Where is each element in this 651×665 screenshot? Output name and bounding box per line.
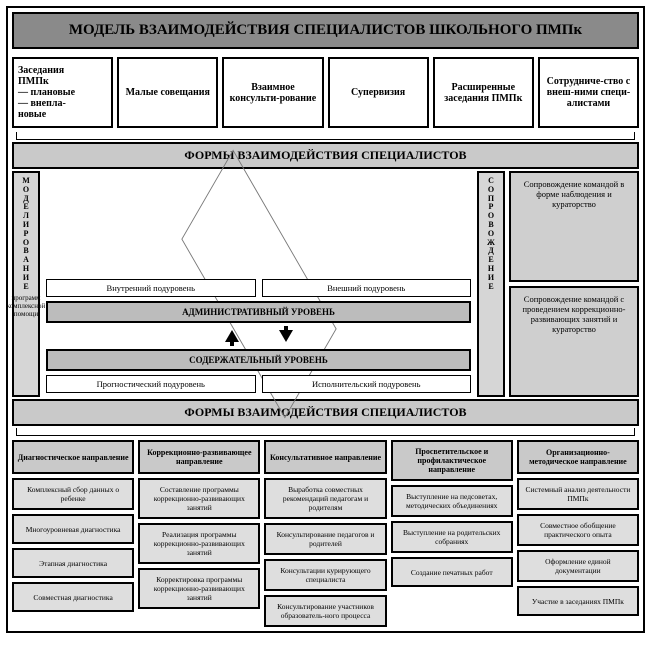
column-2: Консультативное направление Выработка сов…: [264, 440, 386, 627]
connector-bottom: [16, 428, 635, 436]
column-3-item-0: Выступление на педсоветах, методических …: [391, 485, 513, 517]
forms-bar-bottom: ФОРМЫ ВЗАИМОДЕЙСТВИЯ СПЕЦИАЛИСТОВ: [12, 399, 639, 426]
column-4: Организационно-методическое направление С…: [517, 440, 639, 616]
column-head-3: Просветительское и профилактическое напр…: [391, 440, 513, 481]
connector-top: [16, 132, 635, 140]
middle-section: МОДЕЛИРОВАНИЕ программ комплексной помощ…: [8, 171, 643, 397]
sublevel-executive: Исполнительский подуровень: [262, 375, 472, 393]
column-2-item-3: Консультирование участников образователь…: [264, 595, 386, 627]
column-3-item-1: Выступление на родительских собраниях: [391, 521, 513, 553]
top-box-0: Заседания ПМПк — плановые — внепла- новы…: [12, 57, 113, 128]
column-head-2: Консультативное направление: [264, 440, 386, 474]
top-box-1: Малые совещания: [117, 57, 218, 128]
column-2-item-0: Выработка совместных рекомендаций педаго…: [264, 478, 386, 519]
sublevel-prognostic: Прогностический подуровень: [46, 375, 256, 393]
column-4-item-0: Системный анализ деятельности ПМПк: [517, 478, 639, 510]
column-1: Коррекционно-развивающее направление Сост…: [138, 440, 260, 609]
column-4-item-2: Оформление единой документации: [517, 550, 639, 582]
vertical-right: СОПРОВОЖДЕНИЕ: [477, 171, 505, 397]
top-box-3: Супервизия: [328, 57, 429, 128]
column-3-item-2: Создание печатных работ: [391, 557, 513, 587]
sublevel-internal: Внутренний подуровень: [46, 279, 256, 297]
diagram-frame: МОДЕЛЬ ВЗАИМОДЕЙСТВИЯ СПЕЦИАЛИСТОВ ШКОЛЬ…: [6, 6, 645, 633]
column-1-item-2: Корректировка программы коррекционно-раз…: [138, 568, 260, 609]
center-block: Внутренний подуровень Внешний подуровень…: [44, 171, 473, 397]
column-4-item-3: Участие в заседаниях ПМПк: [517, 586, 639, 616]
bottom-columns: Диагностическое направление Комплексный с…: [8, 436, 643, 631]
column-0: Диагностическое направление Комплексный с…: [12, 440, 134, 612]
column-0-item-3: Совместная диагностика: [12, 582, 134, 612]
arrow-up-icon: [225, 330, 239, 342]
level-content: СОДЕРЖАТЕЛЬНЫЙ УРОВЕНЬ: [46, 349, 471, 371]
column-head-4: Организационно-методическое направление: [517, 440, 639, 474]
top-box-2: Взаимное консульти-рование: [222, 57, 323, 128]
column-0-item-1: Многоуровневая диагностика: [12, 514, 134, 544]
forms-bar-top: ФОРМЫ ВЗАИМОДЕЙСТВИЯ СПЕЦИАЛИСТОВ: [12, 142, 639, 169]
vertical-left-caption: программ комплексной помощи: [7, 295, 46, 318]
column-4-item-1: Совместное обобщение практического опыта: [517, 514, 639, 546]
column-3: Просветительское и профилактическое напр…: [391, 440, 513, 587]
column-2-item-1: Консультирование педагогов и родителей: [264, 523, 386, 555]
column-0-item-2: Этапная диагностика: [12, 548, 134, 578]
column-2-item-2: Консультации курирующего специалиста: [264, 559, 386, 591]
top-box-5: Сотрудниче-ство с внеш-ними специ-алиста…: [538, 57, 639, 128]
right-column: Сопровождение командой в форме наблюдени…: [509, 171, 639, 397]
top-row: Заседания ПМПк — плановые — внепла- новы…: [8, 53, 643, 132]
column-1-item-1: Реализация программы коррекционно-развив…: [138, 523, 260, 564]
top-box-4: Расширенные заседания ПМПк: [433, 57, 534, 128]
diagram-title: МОДЕЛЬ ВЗАИМОДЕЙСТВИЯ СПЕЦИАЛИСТОВ ШКОЛЬ…: [12, 12, 639, 49]
support-box-2: Сопровождение командой с проведением кор…: [509, 286, 639, 397]
support-box-1: Сопровождение командой в форме наблюдени…: [509, 171, 639, 282]
sublevel-external: Внешний подуровень: [262, 279, 472, 297]
column-1-item-0: Составление программы коррекционно-разви…: [138, 478, 260, 519]
arrow-down-icon: [279, 330, 293, 342]
column-head-1: Коррекционно-развивающее направление: [138, 440, 260, 474]
column-head-0: Диагностическое направление: [12, 440, 134, 474]
arrows: [46, 327, 471, 345]
level-administrative: АДМИНИСТРАТИВНЫЙ УРОВЕНЬ: [46, 301, 471, 323]
vertical-left: МОДЕЛИРОВАНИЕ программ комплексной помощ…: [12, 171, 40, 397]
column-0-item-0: Комплексный сбор данных о ребенке: [12, 478, 134, 510]
